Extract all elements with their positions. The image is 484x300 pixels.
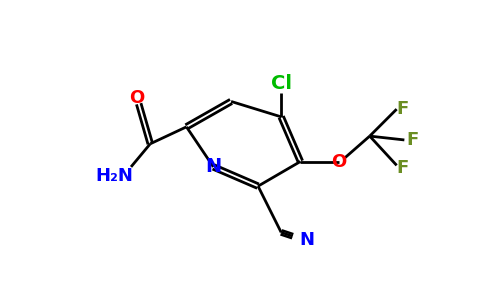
Text: F: F: [397, 159, 409, 177]
Text: Cl: Cl: [271, 74, 292, 93]
Text: N: N: [205, 158, 222, 176]
Text: O: O: [130, 88, 145, 106]
Text: N: N: [299, 231, 314, 249]
Text: O: O: [331, 152, 347, 170]
Text: F: F: [397, 100, 409, 118]
Text: H₂N: H₂N: [95, 167, 133, 185]
Text: F: F: [406, 131, 418, 149]
